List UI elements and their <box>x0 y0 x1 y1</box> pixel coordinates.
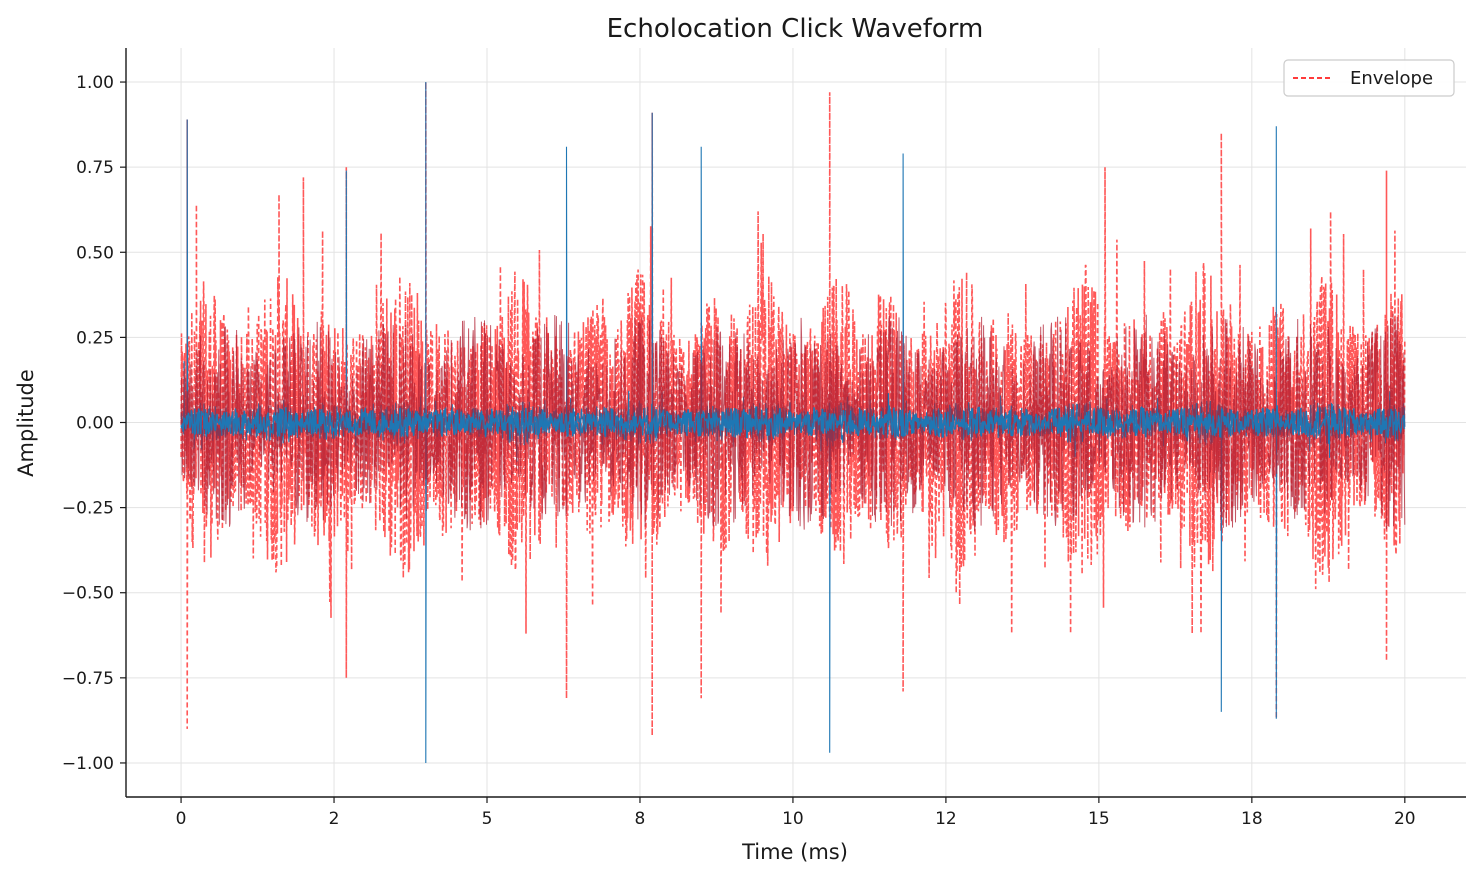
y-tick-label: −0.25 <box>62 499 114 519</box>
y-tick-label: 1.00 <box>76 73 114 93</box>
y-tick-label: 0.25 <box>76 328 114 348</box>
y-tick-label: 0.50 <box>76 243 114 263</box>
legend: Envelope <box>1283 59 1455 97</box>
legend-label-envelope: Envelope <box>1350 68 1433 89</box>
x-tick-label: 18 <box>1241 809 1263 829</box>
legend-frame <box>1283 59 1455 97</box>
x-axis-title: Time (ms) <box>741 840 848 864</box>
x-tick-label: 0 <box>176 809 187 829</box>
tick-labels: 0 2 5 8 10 12 15 18 20 1.00 0.75 0.50 0.25 0.00 −0.25 −… <box>62 73 1416 829</box>
y-tick-label: 0.00 <box>76 414 114 434</box>
x-tick-label: 10 <box>782 809 804 829</box>
y-tick-label: −0.50 <box>62 584 114 604</box>
x-tick-label: 12 <box>935 809 957 829</box>
waveform-overlap-band <box>180 313 1406 532</box>
x-tick-label: 8 <box>635 809 646 829</box>
x-tick-label: 20 <box>1394 809 1416 829</box>
chart-title: Echolocation Click Waveform <box>607 14 984 44</box>
x-tick-label: 15 <box>1088 809 1110 829</box>
y-axis-title: Amplitude <box>14 369 38 477</box>
x-tick-label: 2 <box>329 809 340 829</box>
x-tick-label: 5 <box>482 809 493 829</box>
plot-area <box>180 81 1406 764</box>
y-tick-label: −0.75 <box>62 669 114 689</box>
y-tick-label: −1.00 <box>62 754 114 774</box>
y-tick-label: 0.75 <box>76 158 114 178</box>
axes <box>120 48 1466 803</box>
waveform-core-band <box>180 406 1406 439</box>
envelope-series-line <box>180 81 1406 736</box>
